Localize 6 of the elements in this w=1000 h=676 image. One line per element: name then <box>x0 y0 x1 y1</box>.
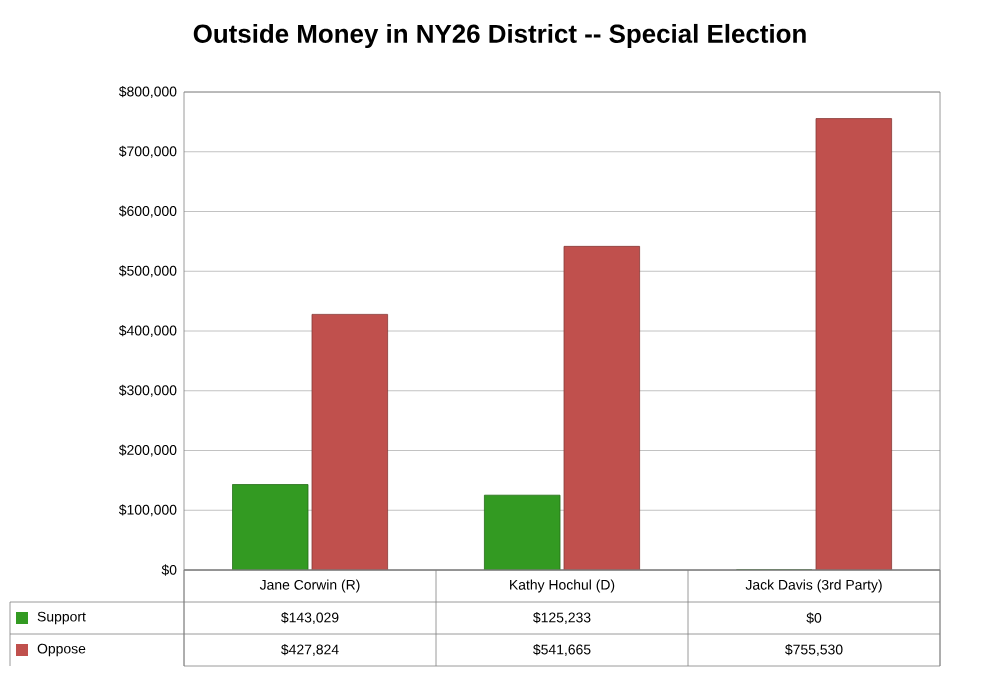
bar <box>311 313 389 570</box>
bar <box>232 484 309 570</box>
bar <box>563 245 641 570</box>
bar <box>815 118 893 570</box>
bar <box>484 494 561 570</box>
chart-title: Outside Money in NY26 District -- Special Election <box>193 23 806 49</box>
